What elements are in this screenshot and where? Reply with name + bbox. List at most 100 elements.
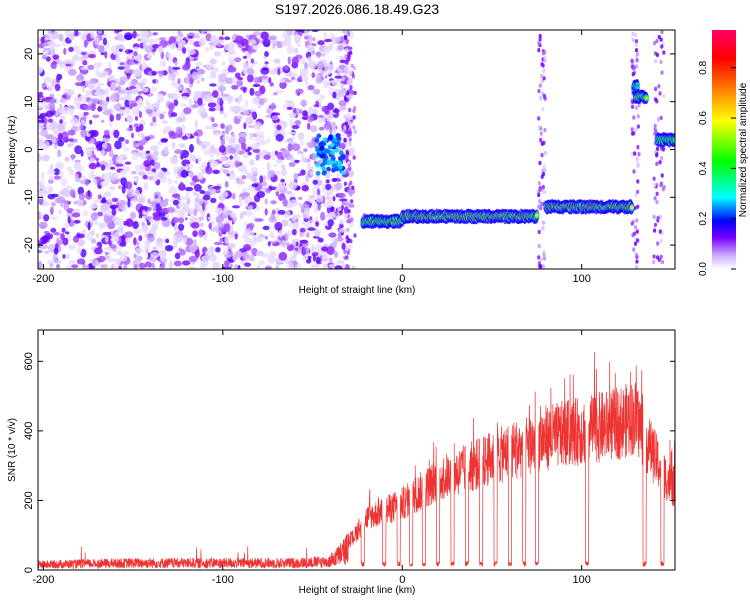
heatmap-cell: [636, 189, 640, 195]
heatmap-cell: [275, 58, 281, 64]
heatmap-cell: [189, 181, 196, 186]
heatmap-cell: [351, 74, 355, 79]
heatmap-cell: [653, 123, 657, 128]
heatmap-cell: [263, 154, 271, 160]
heatmap-cell: [218, 156, 227, 162]
heatmap-cell: [142, 211, 148, 216]
heatmap-cell: [259, 75, 269, 80]
heatmap-cell: [539, 202, 544, 207]
heatmap-cell: [238, 198, 243, 208]
heatmap-cell: [632, 169, 636, 174]
heatmap-cell: [328, 264, 336, 268]
heatmap-cell: [253, 76, 261, 84]
heatmap-cell: [209, 160, 219, 168]
heatmap-cell: [214, 207, 223, 214]
heatmap-cell: [141, 87, 149, 93]
heatmap-cell: [348, 30, 354, 39]
heatmap-cell: [291, 229, 297, 236]
heatmap-cell: [636, 204, 640, 209]
heatmap-cell: [266, 162, 271, 171]
heatmap-cell: [65, 231, 70, 235]
heatmap-cell: [142, 174, 148, 180]
heatmap-cell: [303, 148, 308, 152]
heatmap-cell: [66, 253, 70, 260]
heatmap-cell: [307, 84, 315, 91]
heatmap-cell: [59, 119, 63, 124]
heatmap-cell: [335, 96, 342, 100]
heatmap-cell: [38, 91, 44, 97]
heatmap-cell: [216, 43, 222, 48]
heatmap-cell: [205, 47, 210, 52]
heatmap-cell: [294, 159, 300, 163]
heatmap-cell: [41, 154, 50, 162]
heatmap-cell: [340, 82, 345, 90]
heatmap-cell: [317, 40, 325, 46]
heatmap-cell: [188, 255, 198, 262]
heatmap-cell: [80, 119, 85, 124]
heatmap-cell: [200, 111, 209, 119]
heatmap-cell: [249, 159, 255, 166]
heatmap-cell: [224, 36, 231, 41]
heatmap-cell: [80, 67, 88, 71]
heatmap-cell: [264, 236, 269, 240]
heatmap-cell: [244, 200, 249, 205]
heatmap-cell: [659, 115, 663, 121]
heatmap-cell: [346, 30, 350, 36]
heatmap-cell: [537, 244, 541, 249]
heatmap-cell: [130, 211, 137, 220]
heatmap-cell: [135, 126, 141, 133]
heatmap-cell: [288, 180, 298, 190]
heatmap-cell: [244, 99, 248, 108]
heatmap-cell: [138, 97, 143, 106]
heatmap-cell: [124, 99, 130, 109]
heatmap-cell: [132, 229, 142, 235]
heatmap-cell: [38, 153, 41, 162]
heatmap-cell: [80, 35, 87, 41]
heatmap-cell: [350, 199, 354, 204]
heatmap-cell: [347, 209, 351, 214]
heatmap-cell: [199, 208, 203, 215]
heatmap-cell: [339, 55, 344, 60]
heatmap-cell: [631, 131, 635, 136]
heatmap-cell: [49, 174, 53, 181]
heatmap-cell: [128, 115, 134, 124]
heatmap-cell: [287, 230, 292, 237]
heatmap-cell: [276, 124, 282, 131]
heatmap-cell: [94, 247, 103, 255]
heatmap-cell: [636, 179, 640, 184]
heatmap-cell: [655, 199, 659, 205]
heatmap-cell: [252, 31, 261, 36]
heatmap-cell: [89, 204, 98, 209]
heatmap-cell: [138, 111, 143, 118]
heatmap-cell: [182, 47, 187, 54]
heatmap-cell: [330, 150, 335, 156]
heatmap-cell: [217, 96, 221, 105]
heatmap-cell: [635, 156, 639, 162]
heatmap-cell: [133, 237, 137, 246]
heatmap-cell: [350, 63, 354, 69]
heatmap-cell: [324, 38, 332, 43]
heatmap-cell: [115, 155, 124, 164]
heatmap-cell: [276, 41, 283, 49]
heatmap-cell: [210, 117, 215, 123]
heatmap-cell: [332, 108, 340, 114]
heatmap-cell: [246, 68, 255, 76]
heatmap-cell: [306, 232, 310, 238]
heatmap-cell: [341, 262, 346, 269]
snr-y-axis-label: SNR (10 * v/v): [7, 418, 18, 482]
heatmap-cell: [658, 160, 662, 165]
heatmap-cell: [659, 182, 663, 188]
heatmap-cell: [49, 163, 54, 171]
heatmap-cell: [662, 93, 666, 98]
heatmap-cell: [317, 237, 324, 243]
heatmap-cell: [99, 98, 104, 108]
heatmap-cell: [144, 240, 151, 246]
heatmap-cell: [143, 245, 150, 250]
heatmap-cell: [93, 130, 98, 138]
heatmap-cell: [282, 103, 289, 109]
heatmap-cell: [134, 194, 138, 200]
heatmap-cell: [159, 113, 165, 120]
heatmap-cell: [124, 32, 133, 40]
heatmap-cell: [130, 88, 139, 95]
heatmap-cell: [320, 211, 326, 221]
